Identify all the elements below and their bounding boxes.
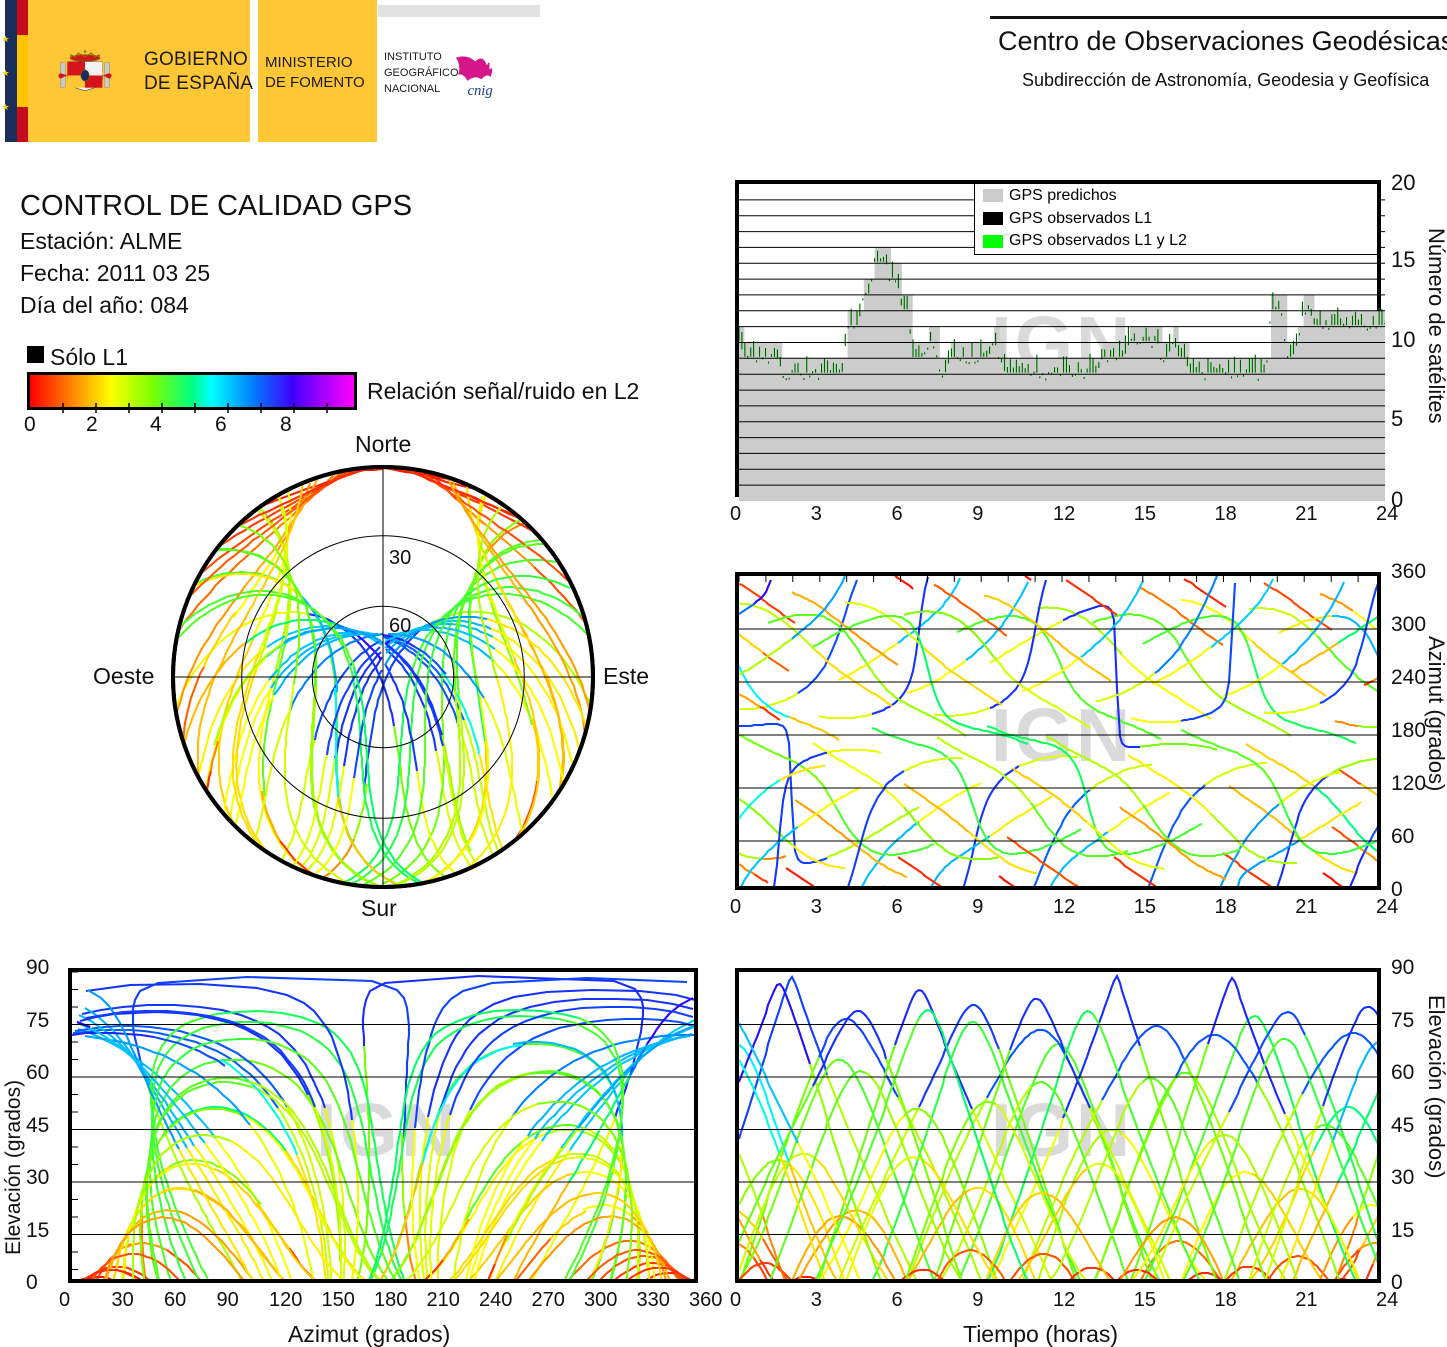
svg-text:★: ★ [1,34,9,44]
svg-text:cnig: cnig [467,83,492,99]
svg-text:★: ★ [1,68,9,78]
svg-text:★: ★ [1,102,9,112]
